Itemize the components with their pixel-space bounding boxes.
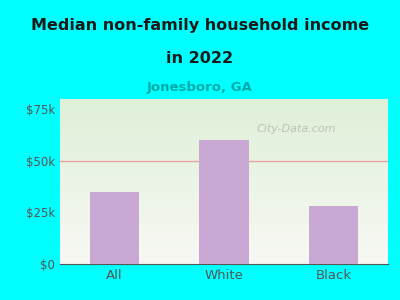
Bar xyxy=(90,192,139,264)
Bar xyxy=(309,206,358,264)
Text: City-Data.com: City-Data.com xyxy=(256,124,336,134)
Bar xyxy=(199,140,248,264)
Text: Median non-family household income: Median non-family household income xyxy=(31,18,369,33)
Text: in 2022: in 2022 xyxy=(166,51,234,66)
Text: Jonesboro, GA: Jonesboro, GA xyxy=(147,81,253,94)
